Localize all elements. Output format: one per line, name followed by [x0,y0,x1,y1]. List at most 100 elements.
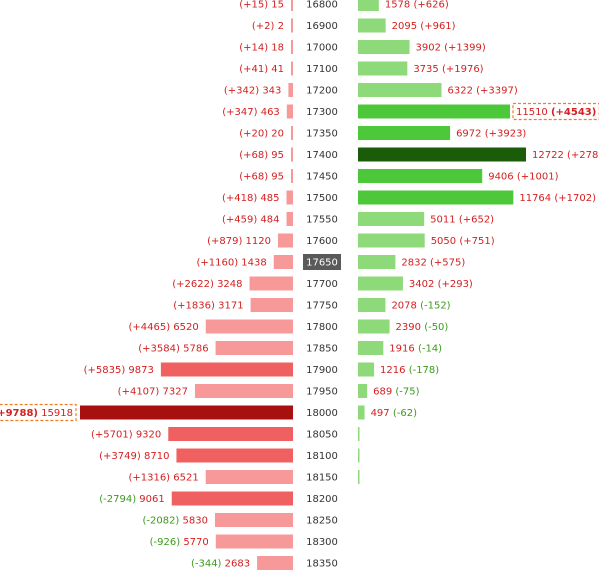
call-oi-change: (-14) [418,344,442,355]
strike-label: 17100 [306,64,338,75]
put-oi-value: 15918 [38,408,73,419]
put-oi-label: (+14) 18 [239,43,284,54]
put-oi-value: 3171 [215,301,244,312]
put-oi-bar [291,40,293,54]
put-oi-change: (+2) [252,21,275,32]
put-oi-bar [291,18,293,33]
put-highlight-box [0,403,77,422]
call-oi-bar [358,362,375,377]
strike-row: (+20) 20 17350 6972 (+3923) [239,126,526,140]
put-oi-bar [278,233,293,248]
put-oi-bar [250,298,293,312]
strike-label: 18300 [306,537,338,548]
strike-row: (-2794) 9061 18200 [99,491,338,506]
call-oi-value: 6972 [456,129,485,140]
put-oi-change: (+5701) [91,430,133,441]
strike-row: (+68) 95 17400 12722 (+2782) [239,147,599,162]
call-oi-bar [358,470,360,484]
call-oi-bar [358,384,368,398]
call-oi-value: 2832 [401,258,430,269]
put-oi-value: 463 [258,107,280,118]
call-oi-value: 689 [373,387,395,398]
put-oi-value: 9061 [136,494,165,505]
put-oi-value: 484 [257,215,279,226]
call-oi-value: 9406 [488,172,517,183]
strike-label: 17900 [306,365,338,376]
call-oi-label: 2390 (-50) [396,322,449,333]
put-oi-change: (+14) [239,43,268,54]
call-oi-change: (+652) [459,215,494,226]
put-oi-value: 343 [259,86,281,97]
strike-label: 17850 [306,344,338,355]
put-oi-change: (+2622) [172,279,214,290]
call-oi-change: (+1399) [444,43,486,54]
put-oi-bar [291,126,293,140]
put-oi-value: 9873 [125,365,154,376]
call-oi-change: (+961) [420,21,455,32]
strike-label: 18050 [306,430,338,441]
call-oi-value: 1916 [389,344,418,355]
call-oi-label: 9406 (+1001) [488,172,558,183]
strike-row: (+15) 15 16800 1578 (+626) [239,0,449,11]
call-oi-change: (+2782) [567,150,599,161]
strike-label: 17950 [306,387,338,398]
call-oi-bar [358,126,451,140]
put-oi-bar [291,61,293,76]
call-oi-label: 6322 (+3397) [447,86,517,97]
call-oi-bar [358,319,390,334]
put-oi-change: (+3584) [138,344,180,355]
strike-row: (+5835) 9873 17900 1216 (-178) [84,362,440,377]
call-oi-change: (-50) [424,322,448,333]
call-oi-label: 11510 (+4543) [516,107,596,118]
strike-row: (+418) 485 17500 11764 (+1702) [222,190,596,205]
call-oi-value: 2390 [396,322,425,333]
put-oi-bar [291,147,293,162]
put-oi-value: 1120 [242,236,271,247]
put-oi-change: (-926) [150,537,181,548]
strike-row: (+3584) 5786 17850 1916 (-14) [138,341,442,355]
strike-label: 17600 [306,236,338,247]
put-oi-value: 3248 [214,279,243,290]
put-oi-value: 15 [268,0,284,11]
strike-label: 17700 [306,279,338,290]
put-oi-bar [168,427,293,441]
call-oi-label: 2095 (+961) [392,21,456,32]
strike-label: 17750 [306,301,338,312]
put-oi-value: 1438 [238,258,267,269]
put-oi-label: (-926) 5770 [150,537,209,548]
strike-label: 18150 [306,473,338,484]
strike-row: (-926) 5770 18300 [150,534,338,549]
strike-row: (+4465) 6520 17800 2390 (-50) [128,319,449,334]
put-oi-label: (+68) 95 [239,172,284,183]
put-oi-bar [205,319,293,334]
strike-label: 18250 [306,516,338,527]
call-oi-value: 1578 [385,0,414,11]
strike-row: (+879) 1120 17600 5050 (+751) [207,233,495,248]
put-oi-value: 2 [274,21,284,32]
call-oi-label: 2078 (-152) [391,301,450,312]
strike-row: (+2622) 3248 17700 3402 (+293) [172,276,473,291]
call-oi-label: 1916 (-14) [389,344,442,355]
put-oi-change: (-2794) [99,494,136,505]
call-oi-change: (-152) [420,301,451,312]
put-oi-bar [286,190,293,205]
put-oi-label: (+459) 484 [222,215,280,226]
put-oi-value: 20 [268,129,284,140]
call-oi-change: (-178) [409,365,440,376]
put-oi-change: (+879) [207,236,242,247]
put-oi-change: (+342) [224,86,259,97]
put-oi-bar [205,470,293,484]
call-oi-bar [358,104,510,119]
call-oi-label: 5050 (+751) [431,236,495,247]
call-oi-change: (+3923) [485,129,527,140]
call-oi-bar [358,276,403,291]
put-oi-label: (-2794) 9061 [99,494,165,505]
strike-label: 17450 [306,172,338,183]
put-oi-change: (+1836) [173,301,215,312]
put-oi-value: 7327 [159,387,188,398]
call-oi-change: (+1976) [442,64,484,75]
call-oi-change: (+751) [459,236,494,247]
put-oi-label: (+15) 15 [239,0,284,11]
